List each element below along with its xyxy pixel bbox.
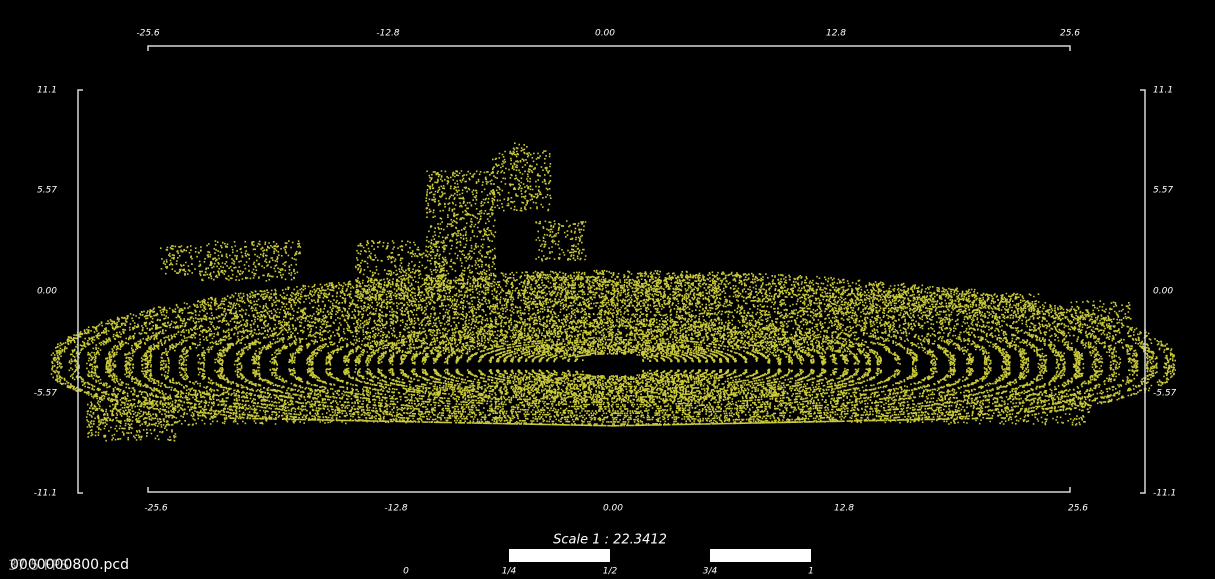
scale-label: 1: [808, 567, 814, 577]
left-tick-label: 5.57: [37, 186, 57, 196]
bottom-tick-label: -25.6: [144, 504, 168, 514]
right-tick-label: -11.1: [1153, 489, 1176, 499]
bottom-tick-label: 25.6: [1068, 504, 1088, 514]
point-cloud-viewer: -25.6 -12.8 0.00 12.8 25.6 -25.6 -12.8 0.00 12.8…: [0, 0, 1215, 579]
scale-label: 3/4: [703, 567, 718, 577]
file-name: 0000000800.pcd: [10, 557, 129, 573]
right-tick-label: 0.00: [1153, 287, 1173, 297]
scale-title: Scale 1 : 22.3412: [553, 533, 667, 548]
scale-label: 1/4: [502, 567, 517, 577]
right-tick-label: 5.57: [1153, 186, 1173, 196]
top-tick-label: 25.6: [1060, 29, 1080, 39]
scale-label: 0: [403, 567, 409, 577]
top-tick-label: -25.6: [136, 29, 160, 39]
scale-bar: [509, 549, 610, 562]
right-tick-label: -5.57: [1153, 389, 1177, 399]
left-tick-label: 11.1: [37, 86, 57, 96]
scale-label: 1/2: [603, 567, 618, 577]
top-tick-label: 0.00: [595, 29, 615, 39]
scale-bar: [710, 549, 811, 562]
bottom-tick-label: 12.8: [834, 504, 854, 514]
bottom-tick-label: -12.8: [384, 504, 408, 514]
bottom-tick-label: 0.00: [603, 504, 623, 514]
left-tick-label: 0.00: [37, 287, 57, 297]
right-tick-label: 11.1: [1153, 86, 1173, 96]
left-tick-label: -11.1: [34, 489, 57, 499]
top-tick-label: -12.8: [376, 29, 400, 39]
top-tick-label: 12.8: [826, 29, 846, 39]
left-tick-label: -5.57: [34, 389, 58, 399]
